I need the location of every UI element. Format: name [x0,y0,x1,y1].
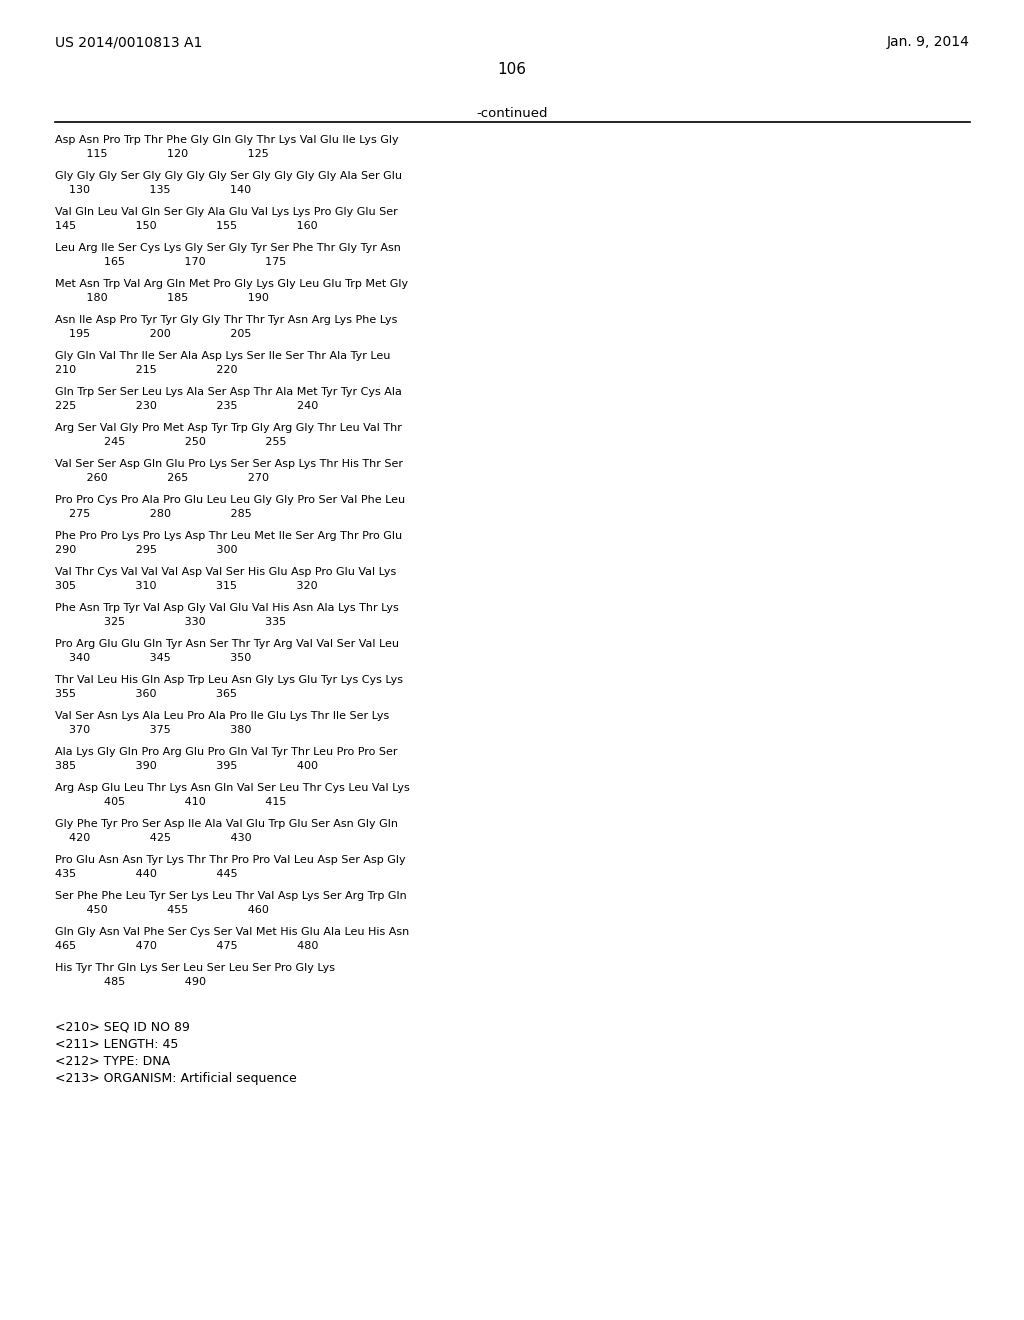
Text: 245                 250                 255: 245 250 255 [55,437,287,447]
Text: Arg Asp Glu Leu Thr Lys Asn Gln Val Ser Leu Thr Cys Leu Val Lys: Arg Asp Glu Leu Thr Lys Asn Gln Val Ser … [55,783,410,793]
Text: 275                 280                 285: 275 280 285 [55,510,252,519]
Text: 180                 185                 190: 180 185 190 [55,293,269,304]
Text: 165                 170                 175: 165 170 175 [55,257,287,267]
Text: 145                 150                 155                 160: 145 150 155 160 [55,220,317,231]
Text: 420                 425                 430: 420 425 430 [55,833,252,843]
Text: Val Thr Cys Val Val Val Asp Val Ser His Glu Asp Pro Glu Val Lys: Val Thr Cys Val Val Val Asp Val Ser His … [55,568,396,577]
Text: Asp Asn Pro Trp Thr Phe Gly Gln Gly Thr Lys Val Glu Ile Lys Gly: Asp Asn Pro Trp Thr Phe Gly Gln Gly Thr … [55,135,398,145]
Text: Pro Glu Asn Asn Tyr Lys Thr Thr Pro Pro Val Leu Asp Ser Asp Gly: Pro Glu Asn Asn Tyr Lys Thr Thr Pro Pro … [55,855,406,865]
Text: Phe Asn Trp Tyr Val Asp Gly Val Glu Val His Asn Ala Lys Thr Lys: Phe Asn Trp Tyr Val Asp Gly Val Glu Val … [55,603,398,612]
Text: Val Gln Leu Val Gln Ser Gly Ala Glu Val Lys Lys Pro Gly Glu Ser: Val Gln Leu Val Gln Ser Gly Ala Glu Val … [55,207,397,216]
Text: Val Ser Ser Asp Gln Glu Pro Lys Ser Ser Asp Lys Thr His Thr Ser: Val Ser Ser Asp Gln Glu Pro Lys Ser Ser … [55,459,403,469]
Text: Pro Arg Glu Glu Gln Tyr Asn Ser Thr Tyr Arg Val Val Ser Val Leu: Pro Arg Glu Glu Gln Tyr Asn Ser Thr Tyr … [55,639,399,649]
Text: 260                 265                 270: 260 265 270 [55,473,269,483]
Text: 130                 135                 140: 130 135 140 [55,185,251,195]
Text: 210                 215                 220: 210 215 220 [55,366,238,375]
Text: Gly Gly Gly Ser Gly Gly Gly Gly Ser Gly Gly Gly Gly Ala Ser Glu: Gly Gly Gly Ser Gly Gly Gly Gly Ser Gly … [55,172,402,181]
Text: 385                 390                 395                 400: 385 390 395 400 [55,762,318,771]
Text: <212> TYPE: DNA: <212> TYPE: DNA [55,1055,170,1068]
Text: 106: 106 [498,62,526,77]
Text: His Tyr Thr Gln Lys Ser Leu Ser Leu Ser Pro Gly Lys: His Tyr Thr Gln Lys Ser Leu Ser Leu Ser … [55,964,335,973]
Text: 485                 490: 485 490 [55,977,206,987]
Text: Pro Pro Cys Pro Ala Pro Glu Leu Leu Gly Gly Pro Ser Val Phe Leu: Pro Pro Cys Pro Ala Pro Glu Leu Leu Gly … [55,495,406,506]
Text: Val Ser Asn Lys Ala Leu Pro Ala Pro Ile Glu Lys Thr Ile Ser Lys: Val Ser Asn Lys Ala Leu Pro Ala Pro Ile … [55,711,389,721]
Text: 465                 470                 475                 480: 465 470 475 480 [55,941,318,950]
Text: 340                 345                 350: 340 345 350 [55,653,251,663]
Text: <210> SEQ ID NO 89: <210> SEQ ID NO 89 [55,1020,189,1034]
Text: 305                 310                 315                 320: 305 310 315 320 [55,581,317,591]
Text: 325                 330                 335: 325 330 335 [55,616,286,627]
Text: Leu Arg Ile Ser Cys Lys Gly Ser Gly Tyr Ser Phe Thr Gly Tyr Asn: Leu Arg Ile Ser Cys Lys Gly Ser Gly Tyr … [55,243,400,253]
Text: Jan. 9, 2014: Jan. 9, 2014 [887,36,970,49]
Text: Gln Trp Ser Ser Leu Lys Ala Ser Asp Thr Ala Met Tyr Tyr Cys Ala: Gln Trp Ser Ser Leu Lys Ala Ser Asp Thr … [55,387,401,397]
Text: <213> ORGANISM: Artificial sequence: <213> ORGANISM: Artificial sequence [55,1072,297,1085]
Text: -continued: -continued [476,107,548,120]
Text: Gly Gln Val Thr Ile Ser Ala Asp Lys Ser Ile Ser Thr Ala Tyr Leu: Gly Gln Val Thr Ile Ser Ala Asp Lys Ser … [55,351,390,360]
Text: Met Asn Trp Val Arg Gln Met Pro Gly Lys Gly Leu Glu Trp Met Gly: Met Asn Trp Val Arg Gln Met Pro Gly Lys … [55,279,409,289]
Text: 370                 375                 380: 370 375 380 [55,725,251,735]
Text: 435                 440                 445: 435 440 445 [55,869,238,879]
Text: 290                 295                 300: 290 295 300 [55,545,238,554]
Text: 225                 230                 235                 240: 225 230 235 240 [55,401,318,411]
Text: Arg Ser Val Gly Pro Met Asp Tyr Trp Gly Arg Gly Thr Leu Val Thr: Arg Ser Val Gly Pro Met Asp Tyr Trp Gly … [55,422,401,433]
Text: 115                 120                 125: 115 120 125 [55,149,268,158]
Text: Asn Ile Asp Pro Tyr Tyr Gly Gly Thr Thr Tyr Asn Arg Lys Phe Lys: Asn Ile Asp Pro Tyr Tyr Gly Gly Thr Thr … [55,315,397,325]
Text: 195                 200                 205: 195 200 205 [55,329,251,339]
Text: Thr Val Leu His Gln Asp Trp Leu Asn Gly Lys Glu Tyr Lys Cys Lys: Thr Val Leu His Gln Asp Trp Leu Asn Gly … [55,675,403,685]
Text: Phe Pro Pro Lys Pro Lys Asp Thr Leu Met Ile Ser Arg Thr Pro Glu: Phe Pro Pro Lys Pro Lys Asp Thr Leu Met … [55,531,402,541]
Text: Gly Phe Tyr Pro Ser Asp Ile Ala Val Glu Trp Glu Ser Asn Gly Gln: Gly Phe Tyr Pro Ser Asp Ile Ala Val Glu … [55,818,398,829]
Text: US 2014/0010813 A1: US 2014/0010813 A1 [55,36,203,49]
Text: Gln Gly Asn Val Phe Ser Cys Ser Val Met His Glu Ala Leu His Asn: Gln Gly Asn Val Phe Ser Cys Ser Val Met … [55,927,410,937]
Text: 405                 410                 415: 405 410 415 [55,797,287,807]
Text: Ser Phe Phe Leu Tyr Ser Lys Leu Thr Val Asp Lys Ser Arg Trp Gln: Ser Phe Phe Leu Tyr Ser Lys Leu Thr Val … [55,891,407,902]
Text: Ala Lys Gly Gln Pro Arg Glu Pro Gln Val Tyr Thr Leu Pro Pro Ser: Ala Lys Gly Gln Pro Arg Glu Pro Gln Val … [55,747,397,756]
Text: 450                 455                 460: 450 455 460 [55,906,269,915]
Text: <211> LENGTH: 45: <211> LENGTH: 45 [55,1038,178,1051]
Text: 355                 360                 365: 355 360 365 [55,689,237,700]
